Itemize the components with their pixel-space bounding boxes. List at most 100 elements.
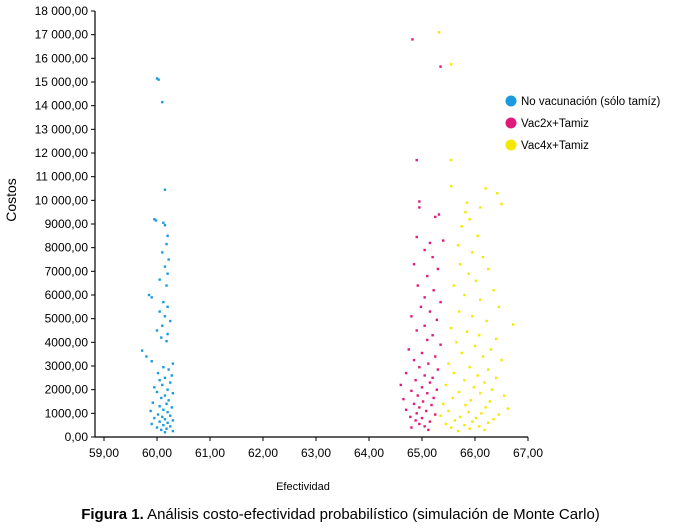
data-point-series-3 (472, 386, 476, 389)
data-point-series-1 (169, 425, 172, 428)
data-point-series-3 (449, 63, 453, 66)
data-point-series-1 (171, 362, 175, 365)
data-point-series-1 (156, 371, 160, 375)
data-point-series-2 (418, 406, 421, 409)
data-point-series-1 (170, 406, 174, 409)
data-point-series-2 (416, 394, 419, 397)
figure-caption: Figura 1. Análisis costo-efectividad pro… (0, 506, 681, 523)
data-point-series-1 (163, 394, 167, 397)
data-point-series-2 (437, 213, 441, 216)
data-point-series-3 (468, 427, 471, 430)
data-point-series-3 (463, 423, 466, 427)
data-point-series-2 (426, 392, 429, 395)
data-point-series-2 (418, 365, 421, 369)
data-point-series-3 (489, 348, 493, 351)
data-point-series-1 (154, 219, 158, 222)
data-point-series-1 (162, 221, 165, 225)
data-point-series-1 (165, 427, 168, 430)
data-point-series-1 (162, 300, 165, 304)
caption-text: Análisis costo-efectividad probabilístic… (143, 506, 600, 523)
scatter-chart: 0,00 1000,00 2000,00 3000,00 4000,00 5000,00 6… (3, 4, 661, 493)
data-point-series-2 (426, 274, 429, 278)
data-point-series-3 (463, 293, 466, 297)
data-point-series-1 (165, 242, 168, 246)
data-point-series-2 (414, 379, 417, 382)
data-point-series-3 (452, 284, 455, 287)
data-point-series-3 (456, 429, 460, 433)
data-point-series-1 (171, 429, 175, 433)
y-tick-label: 9000,00 (45, 217, 89, 231)
data-point-series-2 (420, 351, 424, 355)
x-tick-label: 64,00 (354, 446, 384, 460)
data-point-series-2 (418, 200, 421, 203)
data-point-series-1 (162, 408, 165, 411)
data-point-series-1 (155, 390, 159, 394)
data-point-series-1 (163, 418, 167, 421)
data-point-series-2 (409, 415, 412, 419)
data-point-series-3 (449, 326, 453, 330)
data-point-series-3 (506, 407, 510, 410)
data-point-series-3 (465, 330, 469, 333)
data-point-series-2 (415, 235, 418, 239)
data-point-series-2 (412, 263, 416, 266)
data-point-series-1 (165, 284, 168, 287)
data-point-series-2 (428, 381, 432, 384)
data-point-series-3 (473, 344, 477, 348)
data-point-series-3 (495, 337, 498, 340)
legend: No vacunación (sólo tamíz) Vac2x+Tamiz Vac… (505, 95, 661, 152)
data-point-series-3 (468, 218, 471, 221)
data-point-series-1 (147, 293, 151, 297)
y-tick-label: 5000,00 (45, 312, 89, 326)
data-point-series-3 (478, 334, 481, 337)
data-point-series-3 (511, 323, 515, 326)
data-point-series-3 (457, 310, 461, 313)
data-point-series-2 (427, 428, 430, 432)
data-point-series-1 (171, 392, 175, 395)
data-point-series-1 (149, 409, 152, 413)
data-point-series-2 (439, 343, 442, 346)
data-point-series-3 (474, 416, 478, 420)
data-point-series-2 (431, 255, 434, 259)
data-point-series-3 (471, 420, 474, 423)
data-point-series-1 (158, 278, 161, 281)
data-point-series-2 (410, 389, 413, 393)
y-tick-label: 4000,00 (45, 335, 89, 349)
data-point-series-1 (166, 388, 169, 391)
data-point-series-2 (439, 65, 442, 68)
data-point-series-2 (423, 248, 426, 252)
data-point-series-3 (479, 392, 482, 395)
data-point-series-2 (423, 374, 426, 377)
data-point-series-2 (410, 426, 413, 429)
data-point-series-2 (414, 419, 417, 422)
data-point-series-1 (155, 77, 159, 80)
data-point-series-3 (471, 251, 474, 254)
data-point-series-2 (402, 397, 405, 401)
y-tick-label: 1000,00 (45, 406, 89, 420)
data-point-series-3 (496, 192, 499, 195)
data-point-series-2 (431, 376, 434, 380)
data-point-series-3 (463, 379, 466, 382)
data-point-series-2 (431, 334, 434, 337)
x-tick-label: 67,00 (513, 446, 543, 460)
data-point-series-1 (163, 223, 167, 227)
data-point-series-3 (468, 365, 471, 369)
legend-marker-2 (505, 117, 517, 129)
legend-marker-3 (505, 139, 517, 151)
data-point-series-3 (485, 319, 488, 323)
data-point-series-2 (435, 388, 439, 391)
data-point-series-1 (169, 414, 172, 417)
data-point-series-1 (153, 218, 156, 221)
data-point-series-3 (502, 394, 506, 397)
legend-marker-1 (505, 95, 517, 107)
data-point-series-3 (474, 279, 478, 282)
x-tick-label: 59,00 (89, 446, 119, 460)
data-point-series-3 (484, 187, 487, 190)
data-point-series-2 (423, 425, 426, 428)
data-point-series-3 (492, 418, 495, 421)
data-point-series-2 (442, 239, 445, 242)
x-tick-label: 66,00 (460, 446, 490, 460)
legend-label-1: No vacunación (sólo tamíz) (521, 96, 661, 108)
data-point-series-3 (467, 410, 470, 414)
data-point-series-3 (464, 210, 467, 214)
data-point-series-3 (449, 184, 453, 188)
